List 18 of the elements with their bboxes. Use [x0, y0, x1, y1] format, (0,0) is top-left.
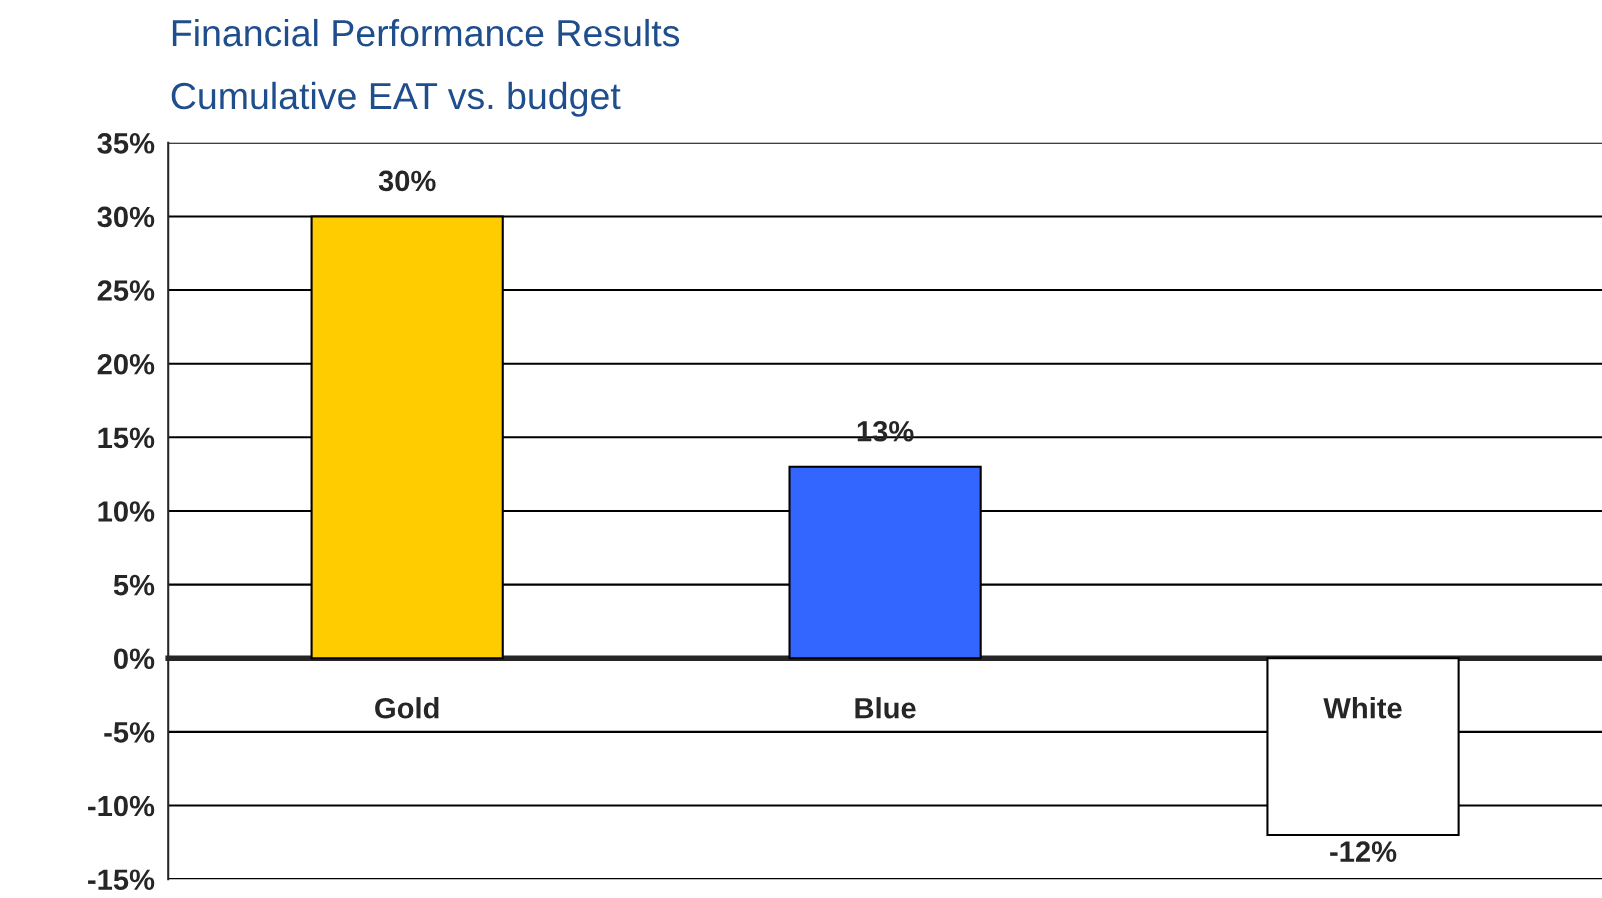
y-tick-label: -10% [88, 795, 155, 817]
y-tick-label: 10% [98, 501, 155, 522]
y-tick-label: 15% [98, 427, 155, 449]
y-tick-label: -15% [88, 869, 155, 890]
y-tick-label: 30% [97, 206, 155, 228]
x-tick-label: Blue [855, 697, 916, 719]
y-tick-label: 0% [114, 648, 155, 670]
y-tick-label: 20% [97, 353, 155, 375]
data-label: -12% [1330, 841, 1397, 862]
y-tick-label: 5% [113, 574, 155, 596]
y-tick-label: -5% [104, 722, 155, 743]
y-tick-label: 25% [97, 280, 155, 301]
y-tick-label: 35% [97, 132, 155, 154]
data-label: 30% [378, 170, 436, 192]
chart-title: Financial Performance Results [172, 18, 680, 47]
x-tick-label: Gold [375, 697, 439, 719]
chart-subtitle: Cumulative EAT vs. budget [171, 81, 621, 117]
x-tick-label: White [1323, 697, 1402, 719]
